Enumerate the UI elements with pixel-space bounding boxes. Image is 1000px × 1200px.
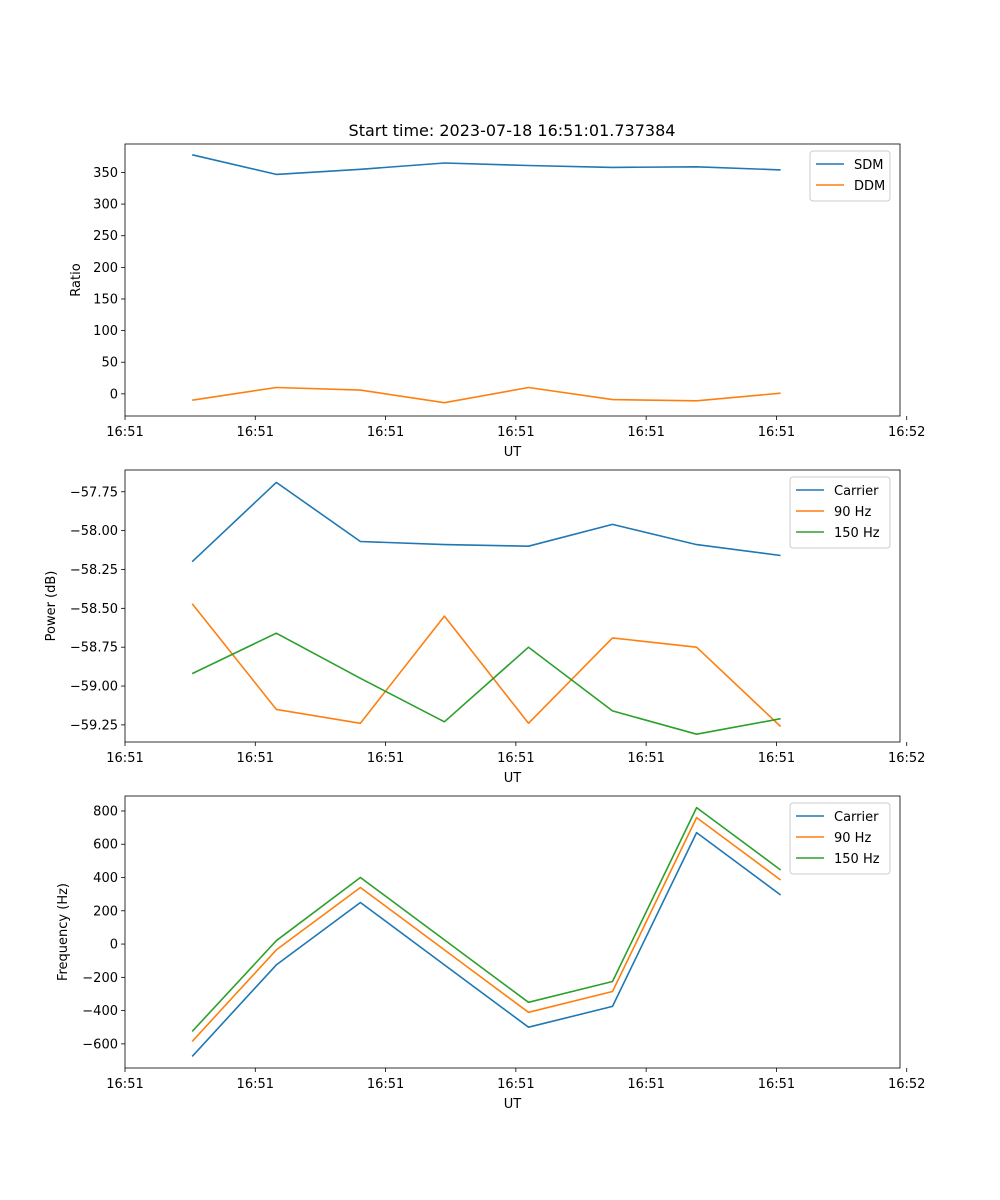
x-tick-label: 16:51 [497, 751, 534, 766]
x-tick-label: 16:51 [237, 425, 274, 440]
legend-label: DDM [854, 179, 885, 194]
figure: Start time: 2023-07-18 16:51:01.737384 1… [0, 0, 1000, 1200]
legend-label: Carrier [834, 810, 879, 825]
y-tick-label: 150 [93, 292, 118, 307]
x-tick-label: 16:51 [367, 751, 404, 766]
x-tick-label: 16:51 [497, 425, 534, 440]
y-tick-label: 100 [93, 324, 118, 339]
x-tick-label: 16:51 [497, 1077, 534, 1092]
legend-label: 90 Hz [834, 505, 871, 520]
x-axis-label: UT [504, 1097, 522, 1112]
y-tick-label: −59.25 [70, 718, 118, 733]
x-tick-label: 16:51 [758, 425, 795, 440]
legend-label: 150 Hz [834, 852, 880, 867]
legend-label: 150 Hz [834, 526, 880, 541]
x-tick-label: 16:51 [106, 751, 143, 766]
x-axis-label: UT [504, 771, 522, 786]
y-tick-label: 800 [93, 804, 118, 819]
y-tick-label: −58.00 [70, 524, 118, 539]
y-axis-label: Ratio [69, 263, 84, 296]
figure-title: Start time: 2023-07-18 16:51:01.737384 [349, 121, 676, 140]
y-tick-label: −400 [82, 1004, 118, 1019]
x-tick-label: 16:52 [888, 425, 925, 440]
y-tick-label: −600 [82, 1037, 118, 1052]
x-tick-label: 16:51 [367, 1077, 404, 1092]
y-tick-label: −59.00 [70, 680, 118, 695]
y-tick-label: −200 [82, 971, 118, 986]
y-tick-label: 0 [110, 387, 118, 402]
y-tick-label: 250 [93, 229, 118, 244]
x-tick-label: 16:51 [758, 1077, 795, 1092]
y-tick-label: 400 [93, 871, 118, 886]
y-tick-label: −58.75 [70, 641, 118, 656]
x-tick-label: 16:51 [627, 1077, 664, 1092]
legend-label: 90 Hz [834, 831, 871, 846]
x-tick-label: 16:51 [237, 1077, 274, 1092]
legend: Carrier 90 Hz 150 Hz [790, 803, 890, 874]
y-tick-label: 300 [93, 198, 118, 213]
x-tick-label: 16:51 [627, 425, 664, 440]
y-tick-label: 600 [93, 838, 118, 853]
y-tick-label: 200 [93, 904, 118, 919]
x-tick-label: 16:51 [758, 751, 795, 766]
y-tick-label: −58.50 [70, 602, 118, 617]
x-tick-label: 16:51 [106, 1077, 143, 1092]
legend: Carrier 90 Hz 150 Hz [790, 477, 890, 548]
y-tick-label: 200 [93, 261, 118, 276]
x-axis-label: UT [504, 445, 522, 460]
x-tick-label: 16:51 [237, 751, 274, 766]
y-axis-label: Power (dB) [44, 571, 59, 642]
x-tick-label: 16:52 [888, 1077, 925, 1092]
x-tick-label: 16:51 [627, 751, 664, 766]
y-tick-label: 0 [110, 938, 118, 953]
y-axis-label: Frequency (Hz) [56, 883, 71, 981]
legend-label: Carrier [834, 484, 879, 499]
x-tick-label: 16:52 [888, 751, 925, 766]
x-tick-label: 16:51 [367, 425, 404, 440]
legend-label: SDM [854, 158, 883, 173]
y-tick-label: −58.25 [70, 563, 118, 578]
legend: SDM DDM [810, 151, 890, 201]
y-tick-label: −57.75 [70, 485, 118, 500]
y-tick-label: 350 [93, 166, 118, 181]
y-tick-label: 50 [101, 356, 118, 371]
x-tick-label: 16:51 [106, 425, 143, 440]
